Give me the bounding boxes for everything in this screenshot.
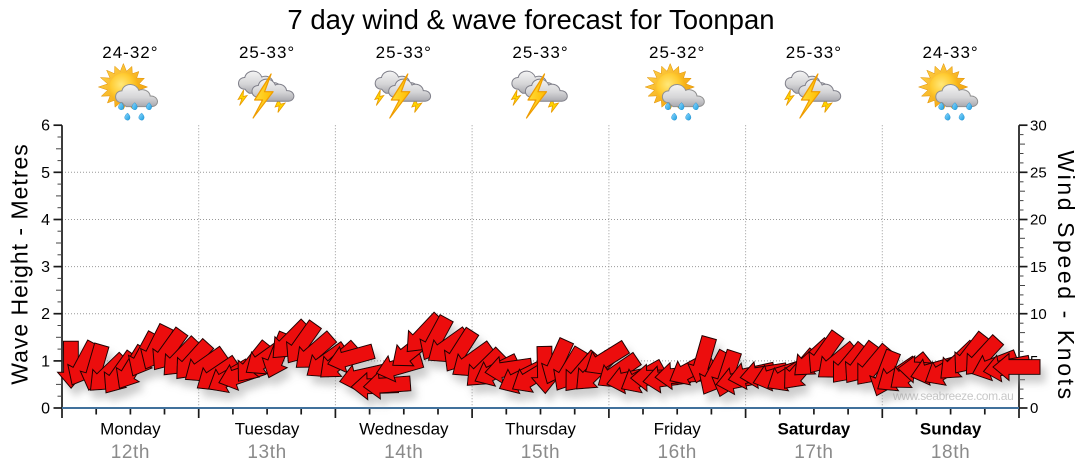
svg-text:Friday: Friday [654,420,702,439]
svg-text:20: 20 [1030,212,1047,229]
svg-text:3: 3 [41,259,50,276]
svg-text:18th: 18th [931,442,970,463]
svg-text:1: 1 [41,353,50,370]
svg-text:15th: 15th [521,442,560,463]
svg-text:Wind Speed - Knots: Wind Speed - Knots [1053,150,1079,401]
svg-text:Wednesday: Wednesday [359,420,449,439]
svg-text:25-33°: 25-33° [239,43,295,62]
svg-text:25-33°: 25-33° [512,43,568,62]
svg-text:0: 0 [1030,400,1038,417]
svg-text:Sunday: Sunday [920,420,982,439]
svg-text:25-33°: 25-33° [786,43,842,62]
svg-text:www.seabreeze.com.au: www.seabreeze.com.au [892,389,1013,403]
svg-text:Thursday: Thursday [505,420,576,439]
svg-text:10: 10 [1030,306,1047,323]
svg-text:0: 0 [41,401,50,418]
svg-text:24-33°: 24-33° [922,43,978,62]
svg-text:4: 4 [41,212,50,229]
svg-text:25-33°: 25-33° [376,43,432,62]
svg-text:6: 6 [41,118,50,135]
svg-text:2: 2 [41,306,50,323]
svg-text:14th: 14th [384,442,423,463]
svg-text:25: 25 [1030,165,1047,182]
svg-text:25-32°: 25-32° [649,43,705,62]
svg-text:17th: 17th [794,442,833,463]
svg-text:7 day wind & wave forecast for: 7 day wind & wave forecast for Toonpan [287,4,774,35]
svg-text:15: 15 [1030,259,1047,276]
svg-text:13th: 13th [247,442,286,463]
svg-text:5: 5 [41,165,50,182]
svg-text:30: 30 [1030,117,1047,134]
svg-text:Tuesday: Tuesday [235,420,300,439]
svg-text:Wave Height - Metres: Wave Height - Metres [7,143,33,385]
svg-text:Saturday: Saturday [778,420,851,439]
svg-text:Monday: Monday [100,420,161,439]
svg-text:24-32°: 24-32° [102,43,158,62]
svg-text:12th: 12th [111,442,150,463]
svg-text:16th: 16th [658,442,697,463]
